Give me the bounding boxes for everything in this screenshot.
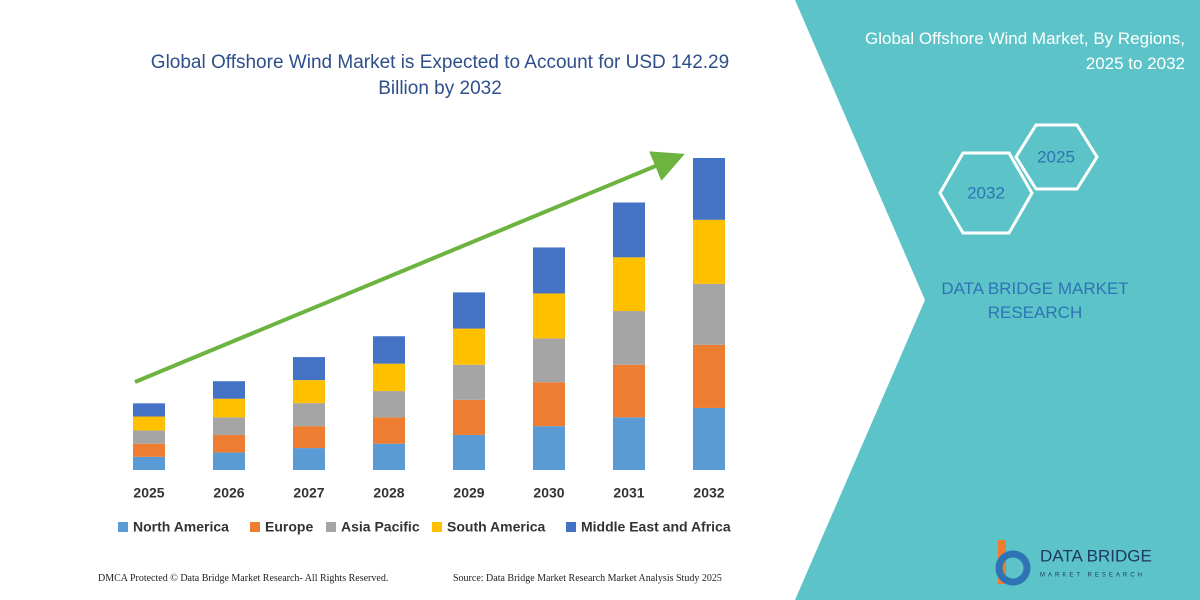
logo: DATA BRIDGE MARKET RESEARCH xyxy=(995,540,1152,586)
footer-left: DMCA Protected © Data Bridge Market Rese… xyxy=(98,573,389,584)
bar-segment xyxy=(693,407,725,470)
x-tick-label: 2026 xyxy=(213,485,244,501)
bar-segment xyxy=(613,311,645,365)
hexagon xyxy=(1014,123,1099,191)
bar-segment xyxy=(613,417,645,470)
bar-segment xyxy=(213,381,245,399)
legend-swatch xyxy=(432,522,442,532)
logo-name: DATA BRIDGE xyxy=(1040,546,1152,565)
bar-segment xyxy=(373,417,405,444)
bar-segment xyxy=(213,398,245,418)
x-tick-label: 2025 xyxy=(133,485,164,501)
bar-segment xyxy=(533,382,565,427)
bar-segment xyxy=(613,364,645,418)
bar-segment xyxy=(693,158,725,220)
bar-segment xyxy=(213,434,245,453)
logo-mark xyxy=(995,550,1031,586)
bar-segment xyxy=(133,403,165,417)
bar-segment xyxy=(133,416,165,431)
bar-segment xyxy=(373,336,405,364)
bar-segment xyxy=(533,247,565,294)
chart-title: Global Offshore Wind Market is Expected … xyxy=(150,52,730,99)
x-tick-label: 2028 xyxy=(373,485,404,501)
bar-segment xyxy=(693,283,725,345)
trend-arrow xyxy=(134,151,685,384)
logo-tagline: MARKET RESEARCH xyxy=(1040,573,1145,579)
bar-segment xyxy=(373,443,405,470)
bar-segment xyxy=(133,456,165,470)
bar-segment xyxy=(453,292,485,329)
x-tick-label: 2027 xyxy=(293,485,324,501)
bar-segment xyxy=(693,344,725,408)
legend-swatch xyxy=(250,522,260,532)
bar-segment xyxy=(373,391,405,418)
legend-label: North America xyxy=(133,519,229,535)
bar-segment xyxy=(373,363,405,392)
bar-segment xyxy=(693,219,725,284)
bar-segment xyxy=(533,293,565,339)
legend-swatch xyxy=(326,522,336,532)
legend-swatch xyxy=(118,522,128,532)
panel-brand: DATA BRIDGE MARKET RESEARCH xyxy=(941,279,1129,322)
x-tick-label: 2032 xyxy=(693,485,724,501)
bar-segment xyxy=(453,328,485,365)
bar-segment xyxy=(293,426,325,449)
hex-label: 2032 xyxy=(967,183,1005,202)
bar-segment xyxy=(453,364,485,400)
bar-segment xyxy=(293,448,325,470)
bar-segment xyxy=(133,443,165,457)
bar-segment xyxy=(533,338,565,383)
bar-segment xyxy=(293,403,325,427)
x-tick-label: 2030 xyxy=(533,485,564,501)
legend-label: South America xyxy=(447,519,545,535)
bar-segment xyxy=(133,430,165,444)
bar-segment xyxy=(533,426,565,470)
legend-label: Middle East and Africa xyxy=(581,519,731,535)
x-tick-label: 2031 xyxy=(613,485,644,501)
legend-label: Asia Pacific xyxy=(341,519,420,535)
legend-swatch xyxy=(566,522,576,532)
bar-segment xyxy=(453,434,485,470)
hex-label: 2025 xyxy=(1037,147,1075,166)
bar-segment xyxy=(453,399,485,435)
bar-segment xyxy=(293,357,325,381)
bar-segment xyxy=(213,452,245,470)
bar-segment xyxy=(293,380,325,404)
x-tick-label: 2029 xyxy=(453,485,484,501)
bar-segment xyxy=(613,202,645,258)
legend-label: Europe xyxy=(265,519,313,535)
side-panel xyxy=(795,0,1200,600)
bar-segment xyxy=(213,417,245,435)
footer-right: Source: Data Bridge Market Research Mark… xyxy=(453,573,722,584)
hexagon xyxy=(938,151,1034,235)
bar-segment xyxy=(613,257,645,312)
panel-title: Global Offshore Wind Market, By Regions,… xyxy=(865,29,1185,73)
